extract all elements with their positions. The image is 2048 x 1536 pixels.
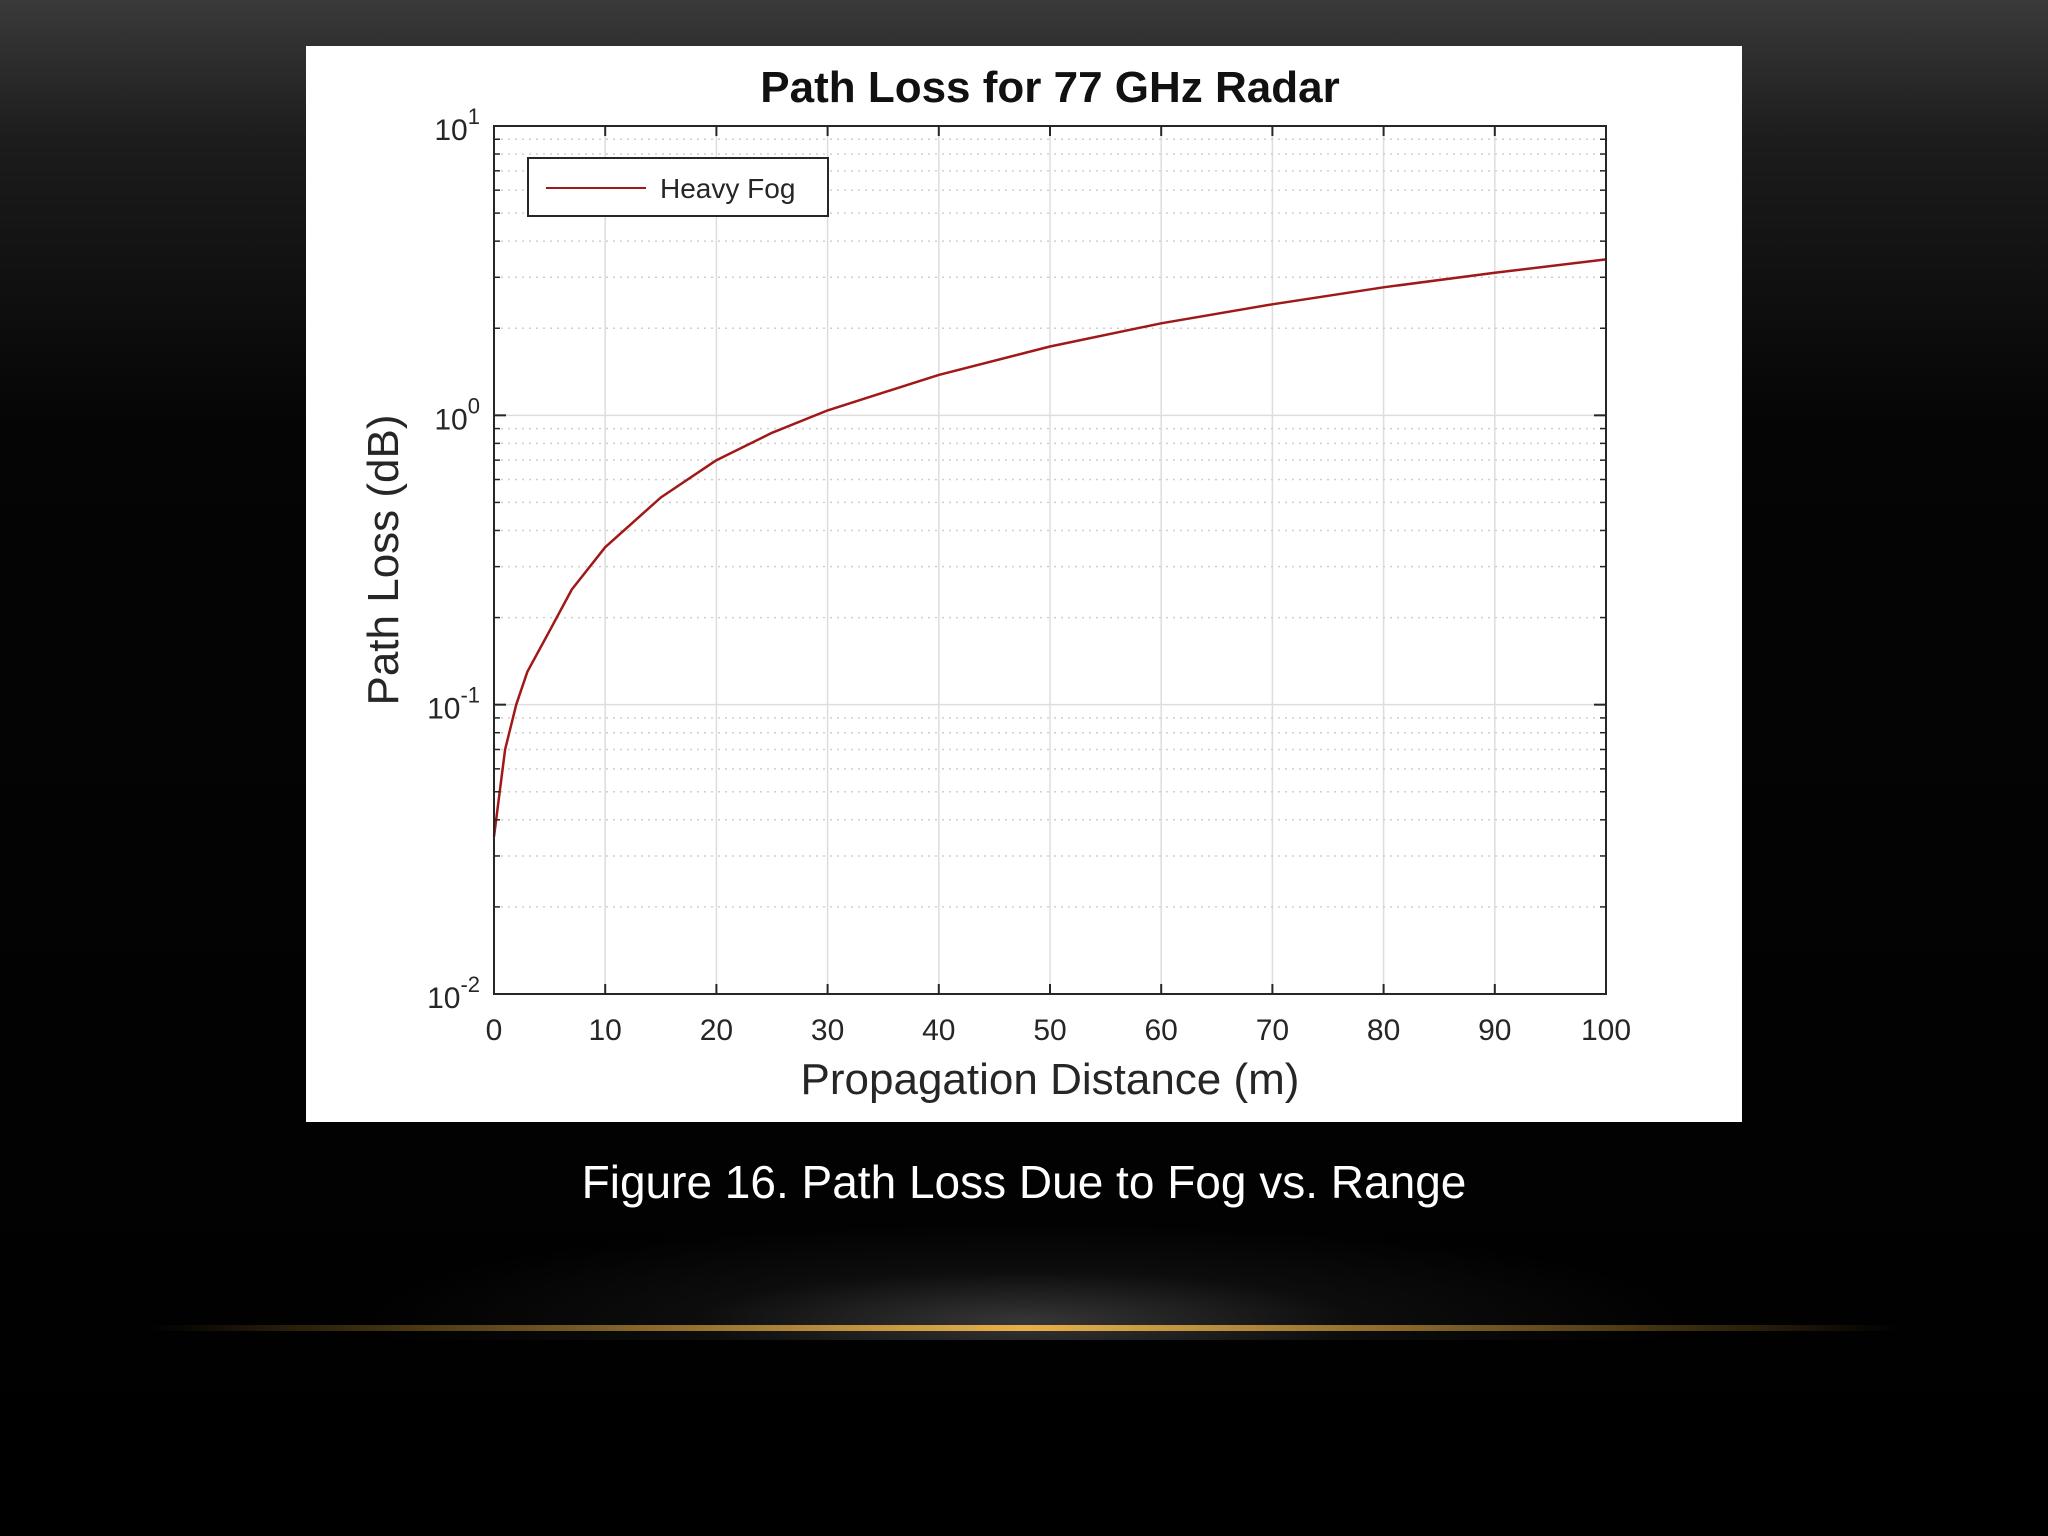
x-tick-label: 80 [1367, 1014, 1400, 1047]
chart-title: Path Loss for 77 GHz Radar [760, 63, 1339, 112]
x-tick-label: 40 [922, 1014, 955, 1047]
x-tick-label: 50 [1033, 1014, 1066, 1047]
y-axis-label: Path Loss (dB) [359, 414, 408, 705]
chart: 0 10 20 30 40 50 60 70 80 90 100 10-2 10-1 100 101 Hea… [359, 63, 1631, 1104]
stage-glow [360, 1220, 1690, 1340]
legend: Heavy Fog [527, 157, 829, 217]
x-tick-label: 0 [486, 1014, 503, 1047]
series-line-heavy-fog [492, 258, 1607, 837]
x-tick-label: 30 [811, 1014, 844, 1047]
x-tick-label: 10 [589, 1014, 622, 1047]
accent-divider [150, 1325, 1898, 1331]
y-tick-label: 100 [434, 393, 480, 436]
x-tick-label: 20 [700, 1014, 733, 1047]
figure-caption: Figure 16. Path Loss Due to Fog vs. Rang… [581, 1156, 1467, 1208]
figure-panel: 0 10 20 30 40 50 60 70 80 90 100 10-2 10-1 100 101 Hea… [306, 46, 1742, 1122]
x-axis-label: Propagation Distance (m) [801, 1055, 1300, 1104]
grid-layer [494, 126, 1606, 994]
label-layer: 0 10 20 30 40 50 60 70 80 90 100 10-2 10-1 100 101 [427, 104, 1631, 1047]
curve-layer [492, 258, 1607, 837]
tick-layer [493, 125, 1607, 995]
x-tick-label: 60 [1145, 1014, 1178, 1047]
y-tick-label: 10-2 [427, 972, 480, 1015]
y-tick-label: 10-1 [427, 683, 480, 726]
x-tick-label: 70 [1256, 1014, 1289, 1047]
legend-label-heavy-fog: Heavy Fog [660, 173, 795, 204]
x-tick-label: 90 [1478, 1014, 1511, 1047]
y-tick-label: 101 [434, 104, 480, 147]
x-tick-label: 100 [1581, 1014, 1631, 1047]
